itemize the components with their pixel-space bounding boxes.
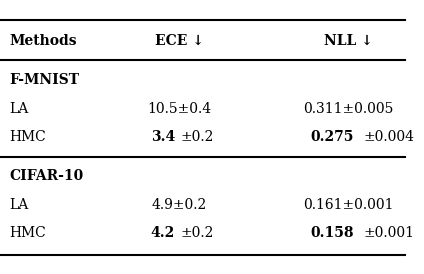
Text: ECE ↓: ECE ↓: [155, 34, 204, 48]
Text: LA: LA: [9, 198, 29, 212]
Text: 0.311±0.005: 0.311±0.005: [304, 102, 394, 116]
Text: 0.158: 0.158: [310, 226, 354, 240]
Text: 4.2: 4.2: [151, 226, 175, 240]
Text: ±0.2: ±0.2: [181, 226, 214, 240]
Text: HMC: HMC: [9, 226, 46, 240]
Text: 3.4: 3.4: [151, 130, 175, 144]
Text: ±0.2: ±0.2: [181, 130, 214, 144]
Text: Methods: Methods: [9, 34, 77, 48]
Text: 10.5±0.4: 10.5±0.4: [147, 102, 211, 116]
Text: 4.9±0.2: 4.9±0.2: [151, 198, 207, 212]
Text: 0.275: 0.275: [310, 130, 354, 144]
Text: ±0.004: ±0.004: [364, 130, 415, 144]
Text: F-MNIST: F-MNIST: [9, 73, 79, 87]
Text: ±0.001: ±0.001: [364, 226, 415, 240]
Text: NLL ↓: NLL ↓: [324, 34, 373, 48]
Text: LA: LA: [9, 102, 29, 116]
Text: HMC: HMC: [9, 130, 46, 144]
Text: 0.161±0.001: 0.161±0.001: [304, 198, 394, 212]
Text: CIFAR-10: CIFAR-10: [9, 169, 84, 183]
